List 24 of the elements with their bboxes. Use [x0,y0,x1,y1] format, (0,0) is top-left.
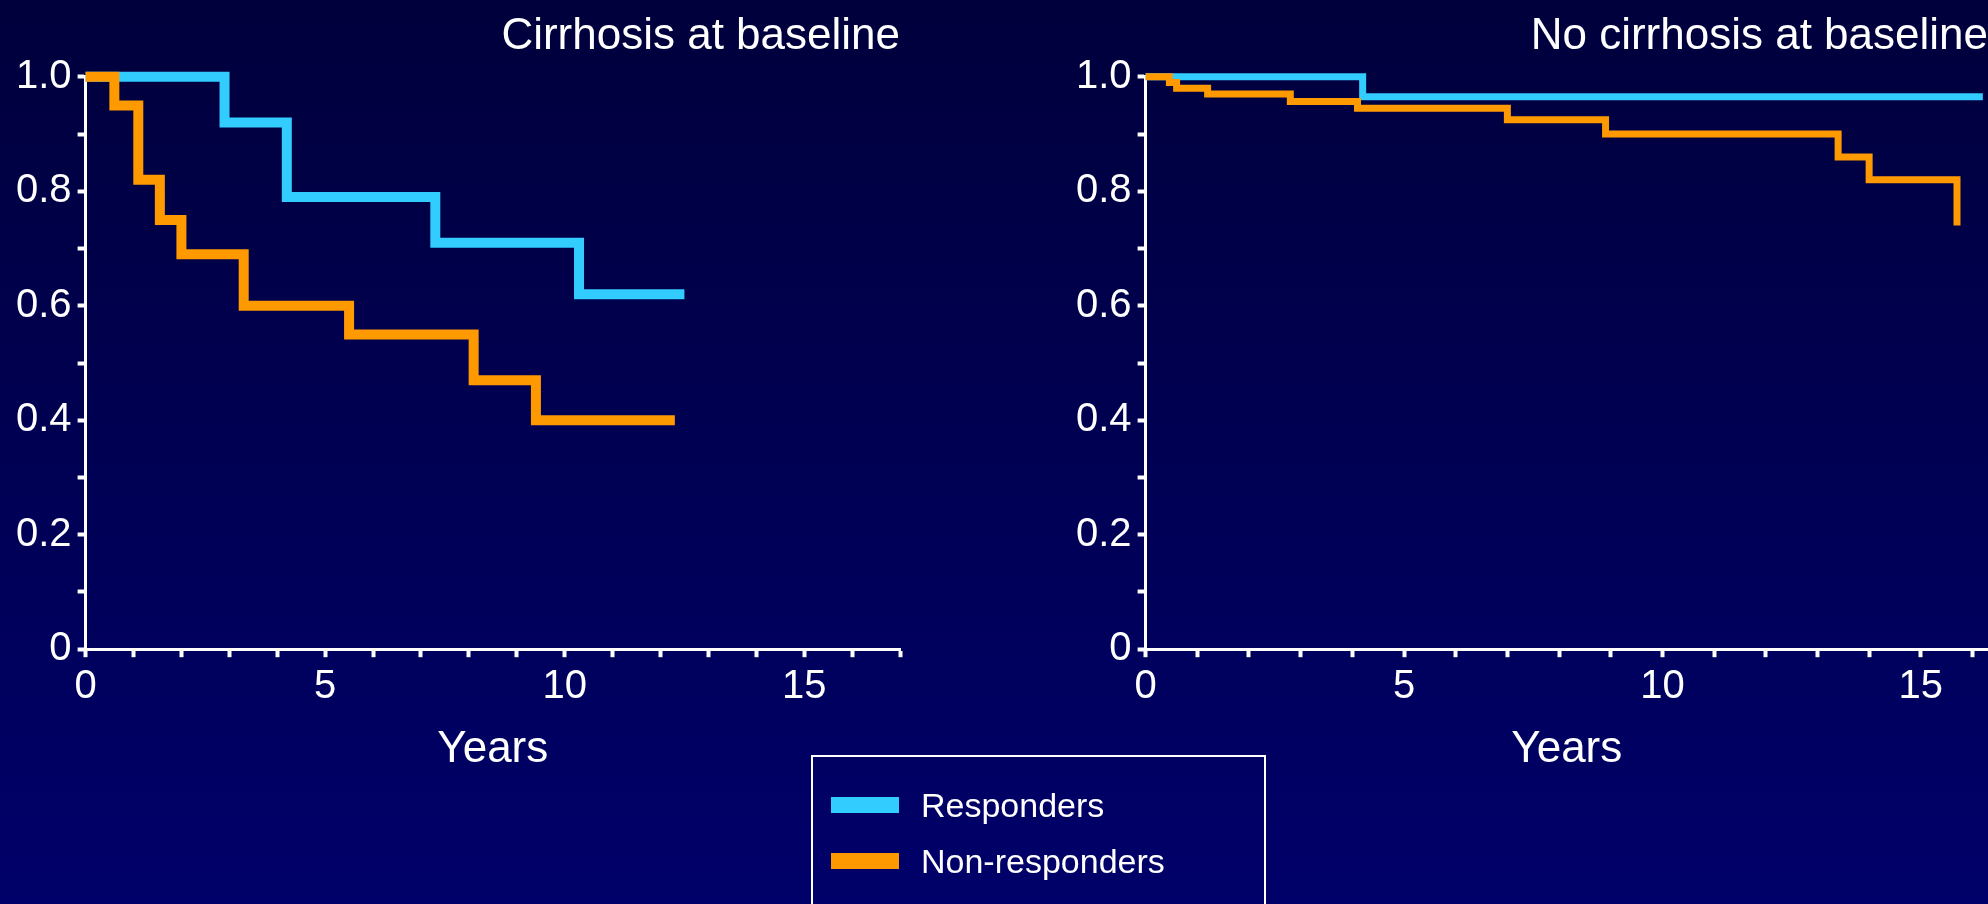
y-tick-label: 0.4 [1076,395,1132,440]
x-tick-label: 10 [542,662,587,707]
x-axis-title: Years [1511,721,1623,771]
x-tick-label: 15 [1898,662,1944,707]
y-tick-label: 0.6 [1076,280,1132,325]
y-tick-label: 0.8 [16,166,72,211]
y-tick-label: 0.2 [16,509,72,554]
x-tick-label: 5 [1392,662,1416,707]
y-tick-label: 0 [49,624,72,669]
y-tick-label: 1.0 [1076,51,1132,96]
y-tick-label: 0.4 [16,395,72,440]
x-tick-label: 10 [1640,662,1685,707]
x-tick-label: 5 [314,662,337,707]
y-tick-label: 0.2 [1076,509,1132,554]
legend-label: Responders [921,785,1105,825]
legend-label: Non-responders [921,841,1165,881]
chart-title: Cirrhosis at baseline [501,8,900,58]
y-tick-label: 0.8 [1076,166,1132,211]
y-tick-label: 1.0 [16,51,72,96]
x-axis-title: Years [437,721,549,771]
x-tick-label: 15 [781,662,827,707]
y-tick-label: 0.6 [16,280,72,325]
y-tick-label: 0 [1109,624,1132,669]
chart-title: No cirrhosis at baseline [1530,8,1988,58]
